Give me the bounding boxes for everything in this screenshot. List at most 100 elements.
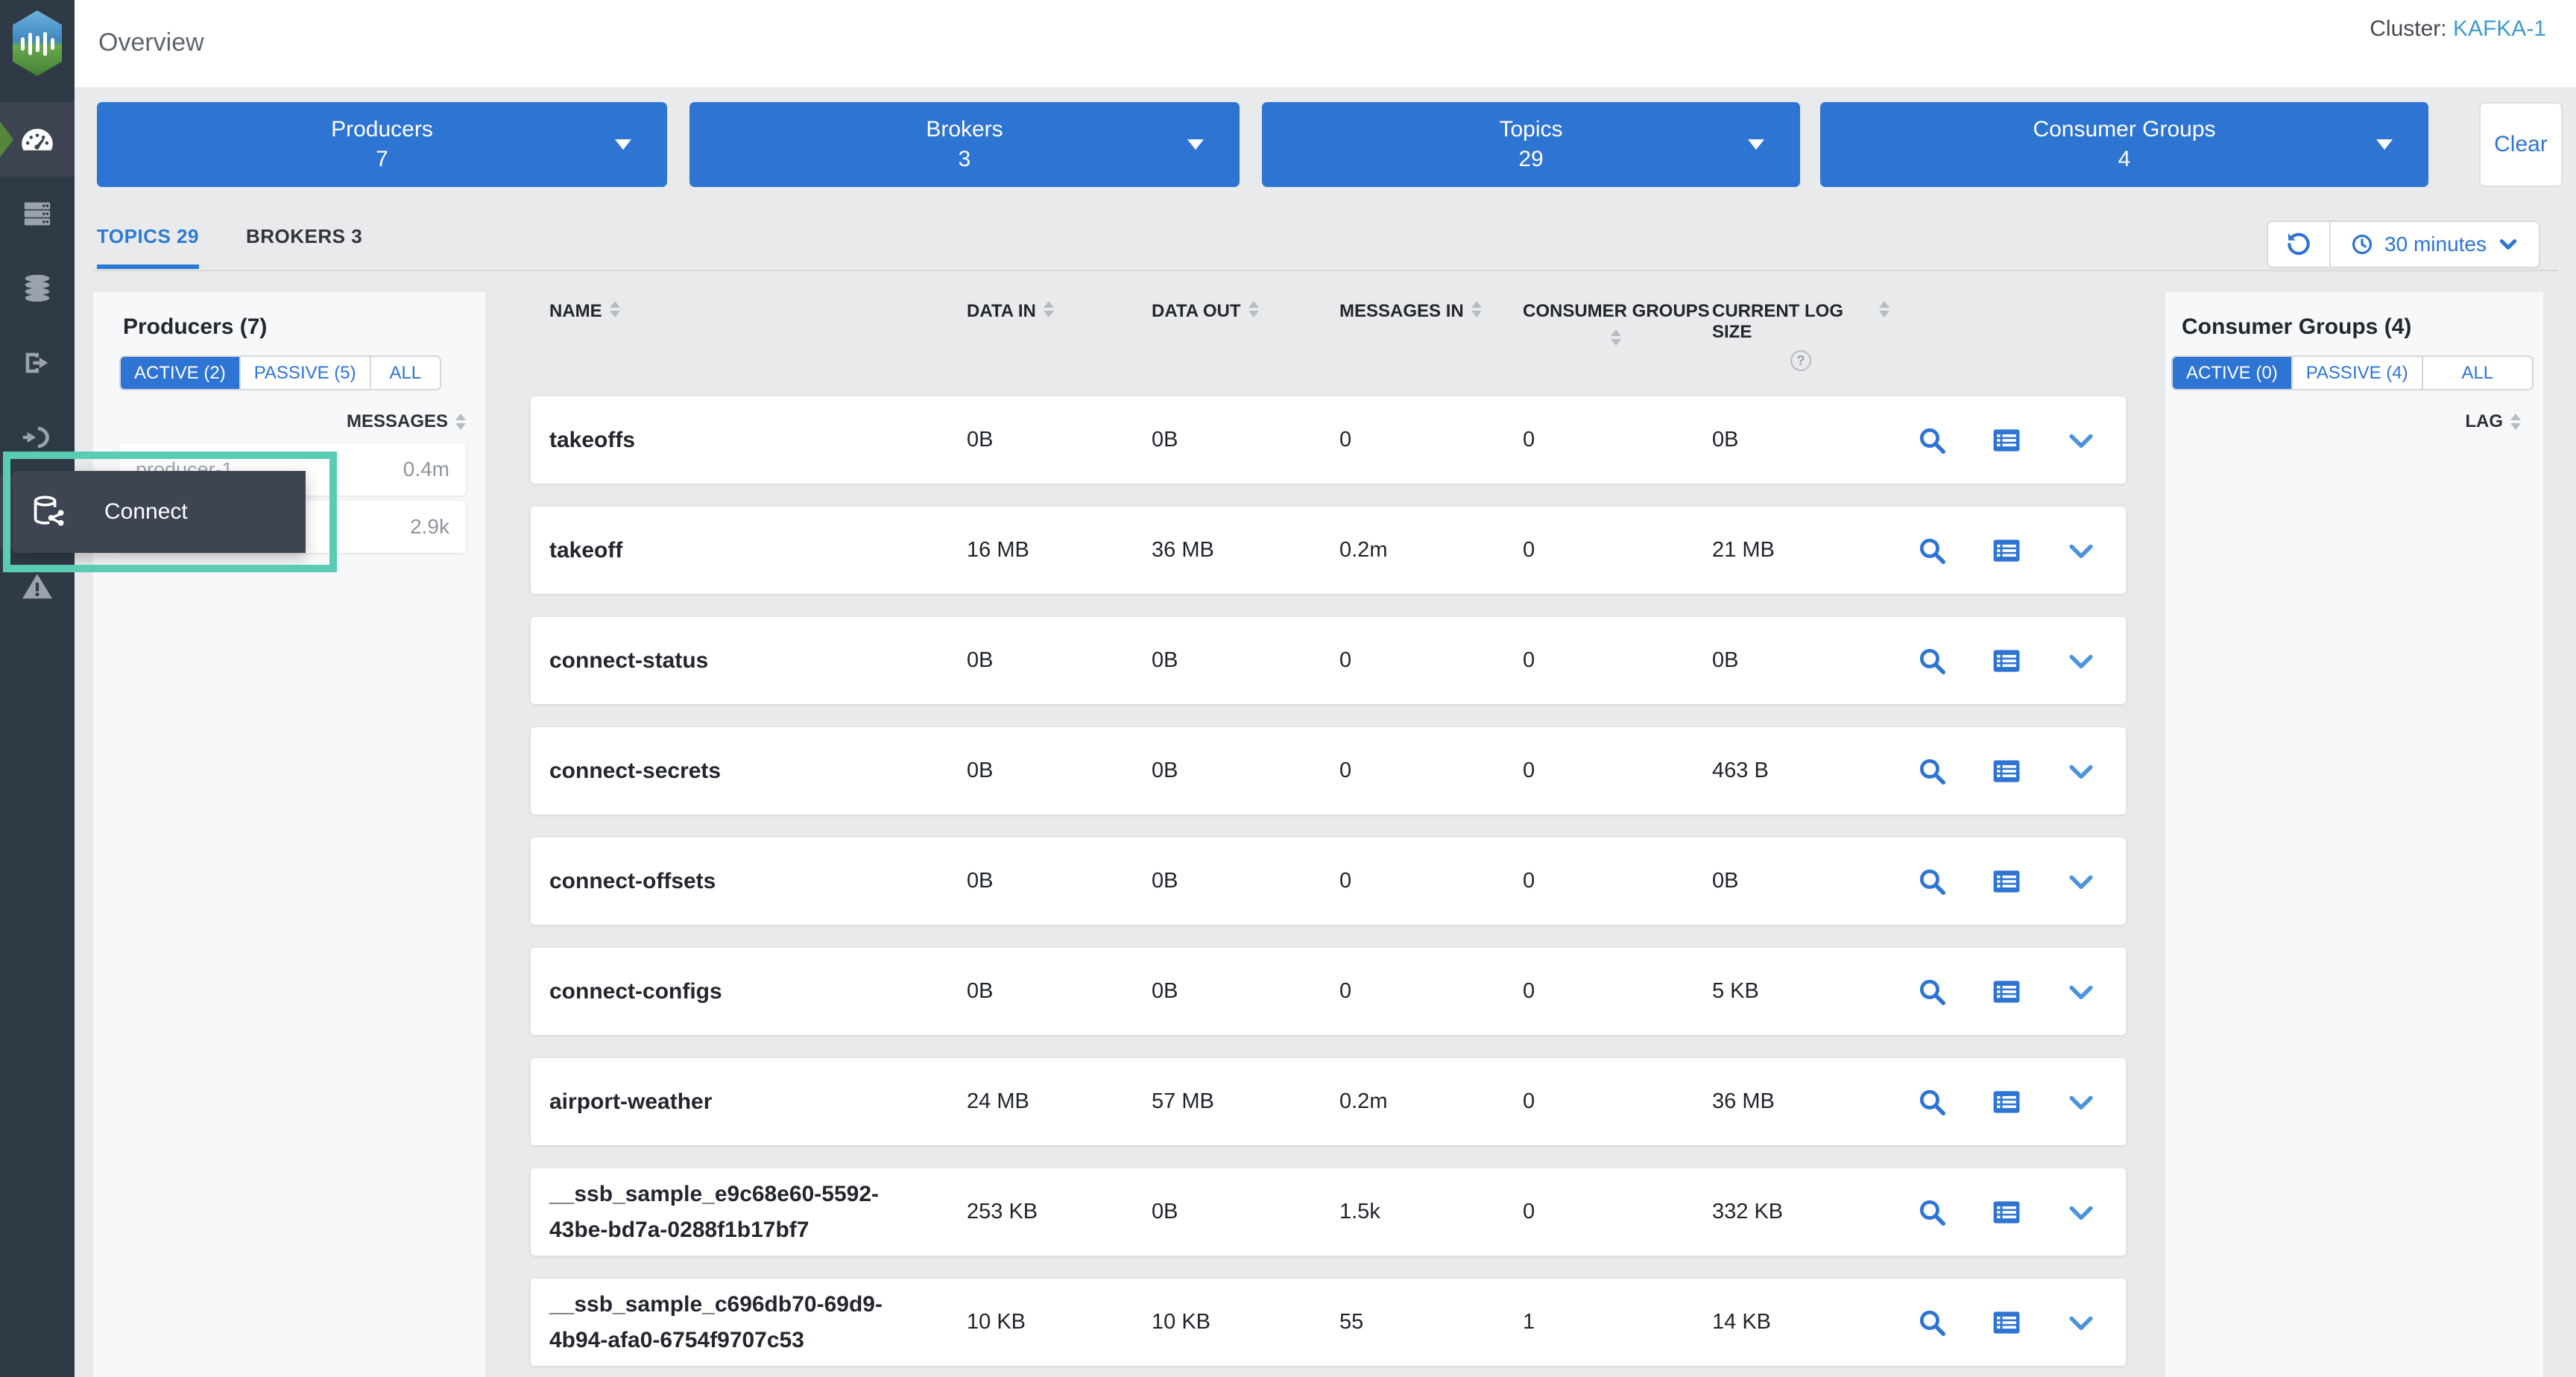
topic-row[interactable]: connect-secrets 0B 0B 0 0 463 B xyxy=(531,727,2126,814)
search-icon xyxy=(1919,1310,1945,1336)
sign-out-icon xyxy=(25,352,48,373)
connect-flyout-label: Connect xyxy=(104,499,188,524)
search-icon xyxy=(1919,428,1945,454)
row-actions xyxy=(1890,975,2126,1009)
expand-row-button[interactable] xyxy=(2064,644,2098,678)
column-header-data-out[interactable]: DATA OUT xyxy=(1152,292,1339,371)
topic-row[interactable]: connect-status 0B 0B 0 0 0B xyxy=(531,617,2126,704)
tab-topics[interactable]: TOPICS 29 xyxy=(97,225,199,269)
topic-profile-button[interactable] xyxy=(1915,864,1949,899)
producers-filter-active[interactable]: ACTIVE (2) xyxy=(121,357,241,389)
cell-consumer-groups: 0 xyxy=(1523,759,1535,782)
column-header-data-in[interactable]: DATA IN xyxy=(967,292,1152,371)
help-icon[interactable]: ? xyxy=(1790,350,1811,371)
sidebar-item-topics[interactable] xyxy=(0,251,75,326)
cell-data-out: 0B xyxy=(1152,428,1178,452)
consumer-groups-filter-passive[interactable]: PASSIVE (4) xyxy=(2293,357,2423,389)
table-icon xyxy=(1993,1311,2020,1334)
connect-flyout[interactable]: Connect xyxy=(13,471,306,553)
topic-profile-button[interactable] xyxy=(1915,644,1949,678)
cell-consumer-groups: 0 xyxy=(1523,648,1535,672)
cell-data-in: 10 KB xyxy=(967,1310,1026,1334)
topic-profile-button[interactable] xyxy=(1915,423,1949,458)
topic-profile-button[interactable] xyxy=(1915,1195,1949,1229)
clear-filters-button[interactable]: Clear xyxy=(2479,102,2563,187)
topic-name: takeoff xyxy=(549,537,623,563)
cell-consumer-groups: 1 xyxy=(1523,1310,1535,1334)
tabs-divider xyxy=(93,270,2558,271)
column-header-current-log-size[interactable]: CURRENT LOG SIZE ? xyxy=(1712,292,1890,371)
topic-profile-button[interactable] xyxy=(1915,1305,1949,1340)
messages-column-header[interactable]: MESSAGES xyxy=(347,411,466,432)
time-range-dropdown[interactable]: 30 minutes xyxy=(2331,222,2539,267)
producers-filter-button[interactable]: Producers 7 xyxy=(97,102,667,187)
consumer-groups-filter-active[interactable]: ACTIVE (0) xyxy=(2173,357,2293,389)
data-explorer-button[interactable] xyxy=(1989,754,2024,788)
topic-row[interactable]: __ssb_sample_e9c68e60-5592-43be-bd7a-028… xyxy=(531,1168,2126,1256)
brokers-filter-button[interactable]: Brokers 3 xyxy=(689,102,1240,187)
producers-filter-passive[interactable]: PASSIVE (5) xyxy=(241,357,371,389)
chevron-down-icon xyxy=(2499,239,2517,250)
topic-row[interactable]: connect-configs 0B 0B 0 0 5 KB xyxy=(531,948,2126,1035)
data-explorer-button[interactable] xyxy=(1989,864,2024,899)
column-header-messages-in[interactable]: MESSAGES IN xyxy=(1339,292,1523,371)
column-header-name[interactable]: NAME xyxy=(549,292,967,371)
sidebar-item-overview[interactable] xyxy=(0,102,75,177)
sidebar-item-alerts[interactable] xyxy=(0,549,75,624)
expand-row-button[interactable] xyxy=(2064,1195,2098,1229)
topic-row[interactable]: connect-offsets 0B 0B 0 0 0B xyxy=(531,838,2126,925)
topics-filter-button[interactable]: Topics 29 xyxy=(1262,102,1800,187)
app-logo[interactable] xyxy=(13,10,62,76)
expand-row-button[interactable] xyxy=(2064,754,2098,788)
data-explorer-button[interactable] xyxy=(1989,1085,2024,1119)
column-header-consumer-groups[interactable]: CONSUMER GROUPS xyxy=(1523,292,1712,371)
cell-log-size: 36 MB xyxy=(1712,1089,1775,1113)
cell-data-in: 0B xyxy=(967,428,994,452)
data-explorer-button[interactable] xyxy=(1989,644,2024,678)
expand-row-button[interactable] xyxy=(2064,1085,2098,1119)
row-actions xyxy=(1890,1305,2126,1340)
topics-filter-label: Topics xyxy=(1499,117,1563,142)
producers-state-filter: ACTIVE (2) PASSIVE (5) ALL xyxy=(119,355,441,390)
sidebar-item-producers[interactable] xyxy=(0,326,75,400)
consumer-groups-filter-button[interactable]: Consumer Groups 4 xyxy=(1820,102,2428,187)
chevron-down-icon xyxy=(2069,654,2093,668)
expand-row-button[interactable] xyxy=(2064,534,2098,568)
topic-name: connect-status xyxy=(549,648,709,673)
cell-data-out: 0B xyxy=(1152,648,1178,672)
lag-column-header[interactable]: LAG xyxy=(2465,411,2521,432)
cell-data-out: 57 MB xyxy=(1152,1089,1214,1113)
data-explorer-button[interactable] xyxy=(1989,1305,2024,1340)
cluster-name-link[interactable]: KAFKA-1 xyxy=(2452,16,2546,41)
topic-profile-button[interactable] xyxy=(1915,754,1949,788)
topic-row[interactable]: airport-weather 24 MB 57 MB 0.2m 0 36 MB xyxy=(531,1058,2126,1145)
sidebar-item-consumers[interactable] xyxy=(0,400,75,475)
topic-row[interactable]: takeoff 16 MB 36 MB 0.2m 0 21 MB xyxy=(531,507,2126,594)
topic-row[interactable]: takeoffs 0B 0B 0 0 0B xyxy=(531,396,2126,484)
topic-profile-button[interactable] xyxy=(1915,1085,1949,1119)
topic-profile-button[interactable] xyxy=(1915,534,1949,568)
topics-table-header: NAME DATA IN DATA OUT MESSAGES IN CONSUM… xyxy=(531,292,2126,371)
data-explorer-button[interactable] xyxy=(1989,1195,2024,1229)
cell-log-size: 0B xyxy=(1712,648,1739,672)
topic-profile-button[interactable] xyxy=(1915,975,1949,1009)
cell-consumer-groups: 0 xyxy=(1523,869,1535,893)
data-explorer-button[interactable] xyxy=(1989,423,2024,458)
expand-row-button[interactable] xyxy=(2064,864,2098,899)
chevron-down-icon xyxy=(2069,434,2093,448)
warning-icon xyxy=(22,574,52,599)
connect-highlight-box xyxy=(3,452,337,572)
tab-brokers[interactable]: BROKERS 3 xyxy=(246,225,363,247)
expand-row-button[interactable] xyxy=(2064,975,2098,1009)
cell-consumer-groups: 0 xyxy=(1523,979,1535,1003)
expand-row-button[interactable] xyxy=(2064,423,2098,458)
sidebar-item-brokers[interactable] xyxy=(0,177,75,251)
consumer-groups-filter-all[interactable]: ALL xyxy=(2461,362,2494,383)
expand-row-button[interactable] xyxy=(2064,1305,2098,1340)
data-explorer-button[interactable] xyxy=(1989,975,2024,1009)
producers-filter-all[interactable]: ALL xyxy=(389,362,422,383)
producers-filter-label: Producers xyxy=(331,117,433,142)
data-explorer-button[interactable] xyxy=(1989,534,2024,568)
refresh-button[interactable] xyxy=(2268,222,2332,267)
topic-row[interactable]: __ssb_sample_c696db70-69d9-4b94-afa0-675… xyxy=(531,1279,2126,1366)
